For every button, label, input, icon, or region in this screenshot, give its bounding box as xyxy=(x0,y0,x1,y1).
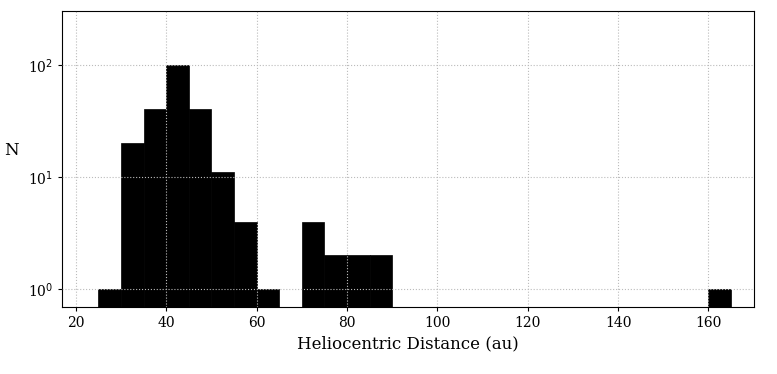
X-axis label: Heliocentric Distance (au): Heliocentric Distance (au) xyxy=(297,335,519,352)
Bar xyxy=(370,255,392,374)
Bar xyxy=(709,289,731,374)
Bar xyxy=(144,110,166,374)
Bar xyxy=(324,255,347,374)
Y-axis label: N: N xyxy=(4,142,19,159)
Bar xyxy=(189,110,211,374)
Bar xyxy=(256,289,279,374)
Bar xyxy=(301,222,324,374)
Bar xyxy=(234,222,256,374)
Bar xyxy=(121,143,144,374)
Bar xyxy=(211,172,234,374)
Bar xyxy=(166,65,189,374)
Bar xyxy=(99,289,121,374)
Bar xyxy=(347,255,370,374)
